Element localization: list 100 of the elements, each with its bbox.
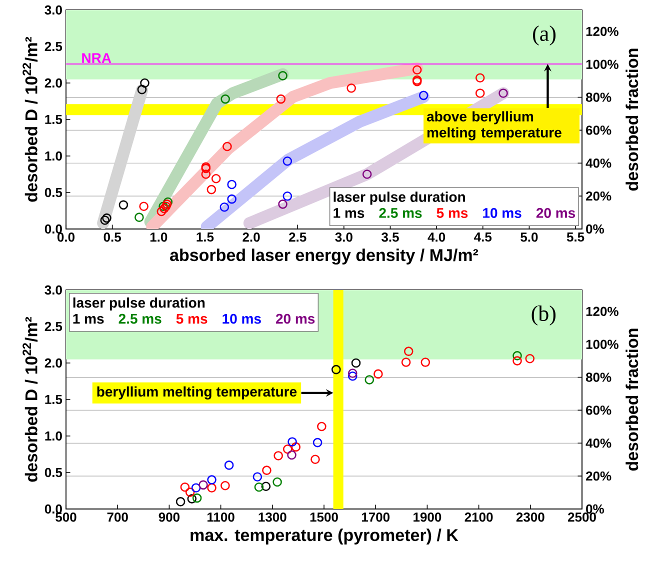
- y2-tick-label: 40%: [586, 158, 612, 168]
- point: [187, 494, 197, 504]
- x-tick-label: 700: [107, 512, 128, 522]
- point: [288, 437, 297, 446]
- point: [137, 84, 147, 94]
- y2-tick-label: 60%: [586, 406, 612, 415]
- y2-tick-label: 20%: [586, 191, 612, 201]
- point: [252, 472, 262, 482]
- point: [185, 488, 195, 497]
- annotation: (a): [533, 26, 556, 46]
- point: [261, 482, 271, 492]
- point: [220, 480, 230, 490]
- y2-tick-label: 20%: [586, 471, 612, 481]
- point: [207, 483, 216, 492]
- text: 20 ms: [276, 314, 315, 324]
- y-tick-label: 2.5: [44, 42, 62, 52]
- x-axis-title: max. temperature (pyrometer) / K: [190, 528, 458, 544]
- x-tick-label: 2500: [568, 512, 596, 522]
- y2-tick-label: 60%: [586, 126, 612, 135]
- point: [191, 483, 201, 492]
- legend-label: 1 ms: [73, 314, 104, 324]
- point: [282, 156, 292, 166]
- x-tick-label: 1900: [414, 512, 442, 522]
- x-tick-label: 2.0: [242, 232, 260, 242]
- y2-tick-label: 0%: [586, 504, 604, 514]
- point: [312, 438, 322, 448]
- y-tick-label: 3.0: [44, 285, 62, 295]
- point: [254, 482, 264, 492]
- point: [156, 206, 166, 216]
- point: [220, 94, 230, 104]
- x-tick-label: 2100: [464, 512, 493, 522]
- point: [282, 444, 292, 454]
- y-tick-label: 2.0: [44, 78, 62, 88]
- point: [351, 358, 361, 368]
- point: [401, 358, 411, 367]
- x-tick-label: 3.5: [382, 232, 399, 242]
- x-tick-label: 0.5: [104, 232, 121, 242]
- x-tick-label: 900: [158, 512, 180, 522]
- text: 2.5 ms: [379, 208, 422, 218]
- y-tick-label: 1.5: [45, 114, 62, 124]
- x-tick-label: 5.5: [566, 232, 584, 242]
- point: [418, 90, 428, 100]
- text: 20 ms: [536, 208, 576, 218]
- point: [100, 216, 110, 225]
- point: [198, 480, 208, 490]
- point: [206, 184, 216, 194]
- x-tick-label: 5.0: [520, 232, 538, 242]
- point: [222, 142, 232, 152]
- x-tick-label: 3.0: [335, 232, 352, 242]
- text: 5 ms: [436, 208, 468, 218]
- y2-tick-label: 40%: [586, 438, 612, 448]
- y-axis-title: desorbed D / 10$^{22}$/m²: [22, 316, 38, 482]
- point: [220, 202, 230, 212]
- point: [412, 65, 422, 75]
- point: [139, 202, 148, 212]
- y-tick-label: 3.0: [44, 5, 62, 15]
- legend-title: laser pulse duration: [73, 297, 205, 311]
- point: [207, 475, 216, 484]
- point: [374, 369, 383, 379]
- x-tick-label: 1500: [310, 512, 338, 522]
- point: [140, 78, 150, 88]
- point: [364, 375, 374, 384]
- point: [475, 73, 485, 83]
- x-tick-label: 2.5: [289, 232, 306, 242]
- band-label: beryllium melting temperature: [97, 386, 297, 400]
- text: 10 ms: [483, 208, 522, 218]
- point: [331, 364, 341, 374]
- point: [310, 454, 320, 464]
- point: [317, 422, 326, 432]
- point: [512, 356, 522, 366]
- y2-tick-label: 120%: [586, 26, 618, 36]
- point: [348, 372, 358, 381]
- x-tick-label: 1.5: [196, 232, 214, 242]
- y2-tick-label: 80%: [586, 92, 612, 102]
- point: [278, 200, 288, 209]
- point: [420, 358, 430, 367]
- point: [276, 94, 286, 104]
- y-tick-label: 2.0: [44, 358, 62, 368]
- x-axis-title: absorbed laser energy density / MJ/m²: [170, 248, 478, 265]
- text: 1 ms: [334, 208, 364, 218]
- x-tick-label: 1700: [362, 512, 390, 522]
- y-axis-title: desorbed D / 10$^{22}$/m²: [22, 36, 38, 202]
- text: 10 ms: [222, 314, 261, 324]
- point: [278, 71, 288, 80]
- y-tick-label: 0.5: [44, 468, 62, 478]
- x-tick-label: 1100: [208, 512, 234, 522]
- point: [118, 200, 128, 210]
- point: [346, 83, 356, 93]
- point: [498, 88, 508, 98]
- point: [224, 460, 234, 470]
- y-tick-label: 2.5: [44, 322, 62, 332]
- point: [134, 212, 144, 222]
- point: [404, 346, 414, 356]
- x-tick-label: 1300: [258, 512, 286, 522]
- point: [162, 200, 172, 209]
- point: [525, 354, 535, 364]
- point: [362, 170, 372, 179]
- point: [262, 466, 272, 475]
- point: [227, 180, 236, 190]
- y2-tick-label: 100%: [586, 60, 618, 69]
